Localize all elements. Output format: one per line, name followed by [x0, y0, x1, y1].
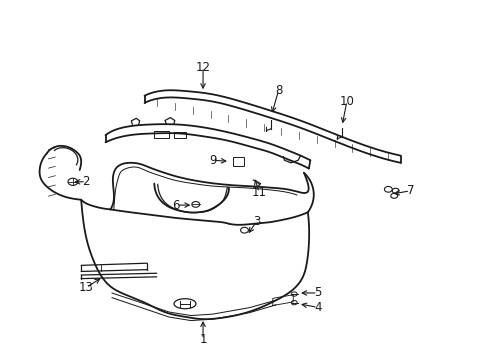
Bar	[173, 132, 185, 138]
Text: 1: 1	[199, 333, 206, 346]
Text: 13: 13	[79, 281, 93, 294]
Text: 6: 6	[172, 199, 180, 212]
Text: 8: 8	[274, 84, 282, 97]
Text: 3: 3	[252, 215, 260, 228]
Bar	[154, 131, 168, 138]
Text: 7: 7	[406, 184, 413, 197]
Text: 9: 9	[209, 154, 216, 167]
Text: 2: 2	[82, 175, 90, 188]
Text: 4: 4	[313, 301, 321, 314]
Text: 10: 10	[339, 95, 354, 108]
Text: 5: 5	[313, 287, 321, 300]
Text: 11: 11	[251, 186, 266, 199]
Text: 12: 12	[195, 60, 210, 73]
Bar	[232, 157, 243, 166]
